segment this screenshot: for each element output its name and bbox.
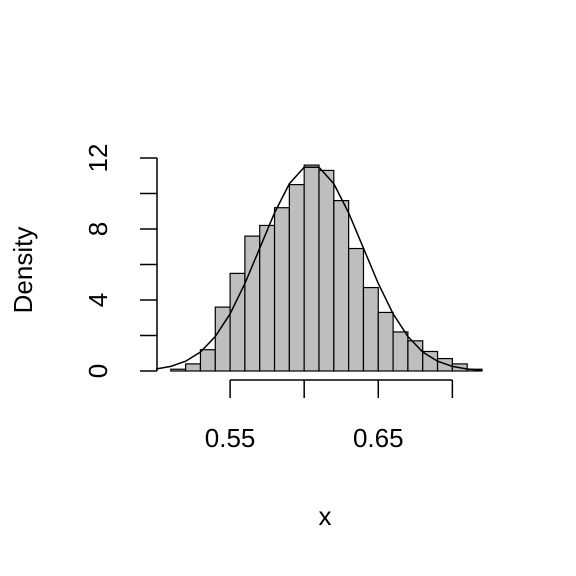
bar [318,169,335,372]
y-tick-label: 12 [83,144,113,173]
bar [362,286,379,372]
y-tick-label: 8 [83,222,113,236]
bar [348,247,365,372]
bar [422,350,439,372]
bar [436,357,453,372]
x-tick-label: 0.65 [353,423,404,453]
bar [170,368,187,372]
x-tick-label: 0.55 [205,423,256,453]
density-curve [155,166,483,372]
bar [185,363,202,372]
bar [288,184,305,372]
bar [303,164,320,372]
x-axis-label: x [319,501,332,531]
y-tick-label: 4 [83,293,113,307]
bar [199,349,216,372]
bar [333,200,350,372]
bar [244,235,261,372]
y-tick-label: 0 [83,364,113,378]
bar [273,207,290,372]
y-axis-label: Density [8,227,38,314]
bar [377,311,394,372]
bar [259,224,276,372]
bar [392,331,409,372]
